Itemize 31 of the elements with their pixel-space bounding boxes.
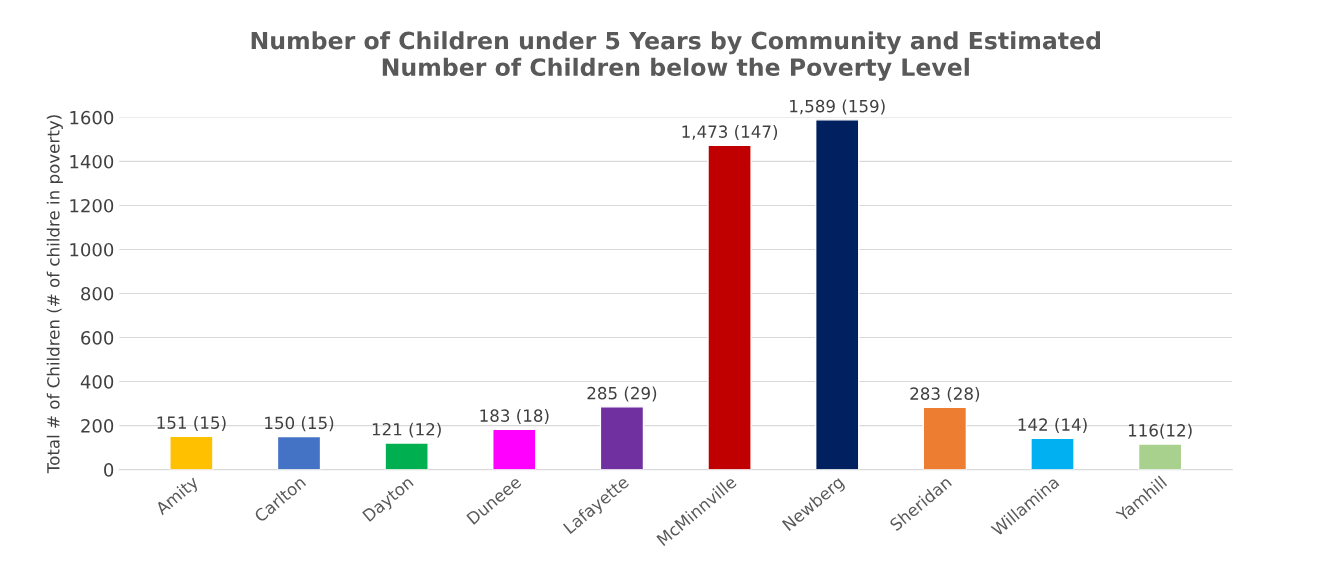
y-tick-label: 1200 <box>70 198 114 213</box>
y-tick-label: 1000 <box>70 242 114 257</box>
y-tick-label: 800 <box>81 286 114 301</box>
data-label: 285 (29) <box>587 386 657 402</box>
bar <box>814 119 860 470</box>
data-label: 116(12) <box>1128 423 1192 439</box>
data-label: 283 (28) <box>910 387 980 402</box>
y-tick-label: 1400 <box>70 154 114 169</box>
y-tick-label: 200 <box>81 419 114 433</box>
bar <box>707 144 752 470</box>
y-tick-label: 1600 <box>70 110 114 125</box>
y-tick-label: 400 <box>80 375 114 389</box>
bar <box>384 442 429 470</box>
data-label: 183 (18) <box>480 409 549 424</box>
data-label: 1,473 (147) <box>682 125 778 140</box>
y-axis-title: Total # of Children (# of childre in poverty) <box>46 115 63 474</box>
bar <box>1137 443 1183 470</box>
bar <box>1030 437 1075 470</box>
bar <box>276 435 322 470</box>
y-tick-label: 0 <box>104 463 114 477</box>
data-label: 1,589 (159) <box>790 99 885 115</box>
y-tick-label: 600 <box>81 330 114 345</box>
bar <box>922 406 968 470</box>
data-label: 150 (15) <box>265 416 334 432</box>
data-label: 142 (14) <box>1018 418 1087 433</box>
bar <box>169 435 214 470</box>
chart-title: Number of Children under 5 Years by Community and Estimated Number of Children below the Poverty Level <box>251 31 1101 81</box>
data-label: 121 (12) <box>372 422 441 438</box>
data-label: 151 (15) <box>157 416 226 431</box>
bar <box>492 428 537 470</box>
bar <box>599 406 645 470</box>
